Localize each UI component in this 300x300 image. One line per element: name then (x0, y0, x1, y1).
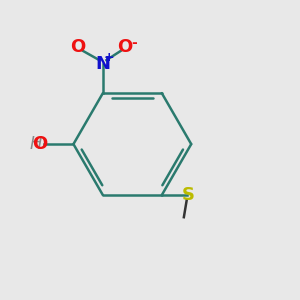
Text: S: S (182, 186, 195, 204)
Text: H: H (30, 135, 43, 153)
Text: O: O (70, 38, 85, 56)
Text: +: + (104, 51, 115, 64)
Text: N: N (95, 55, 110, 73)
Text: O: O (117, 38, 133, 56)
Text: -: - (131, 36, 137, 50)
Text: O: O (33, 134, 48, 152)
